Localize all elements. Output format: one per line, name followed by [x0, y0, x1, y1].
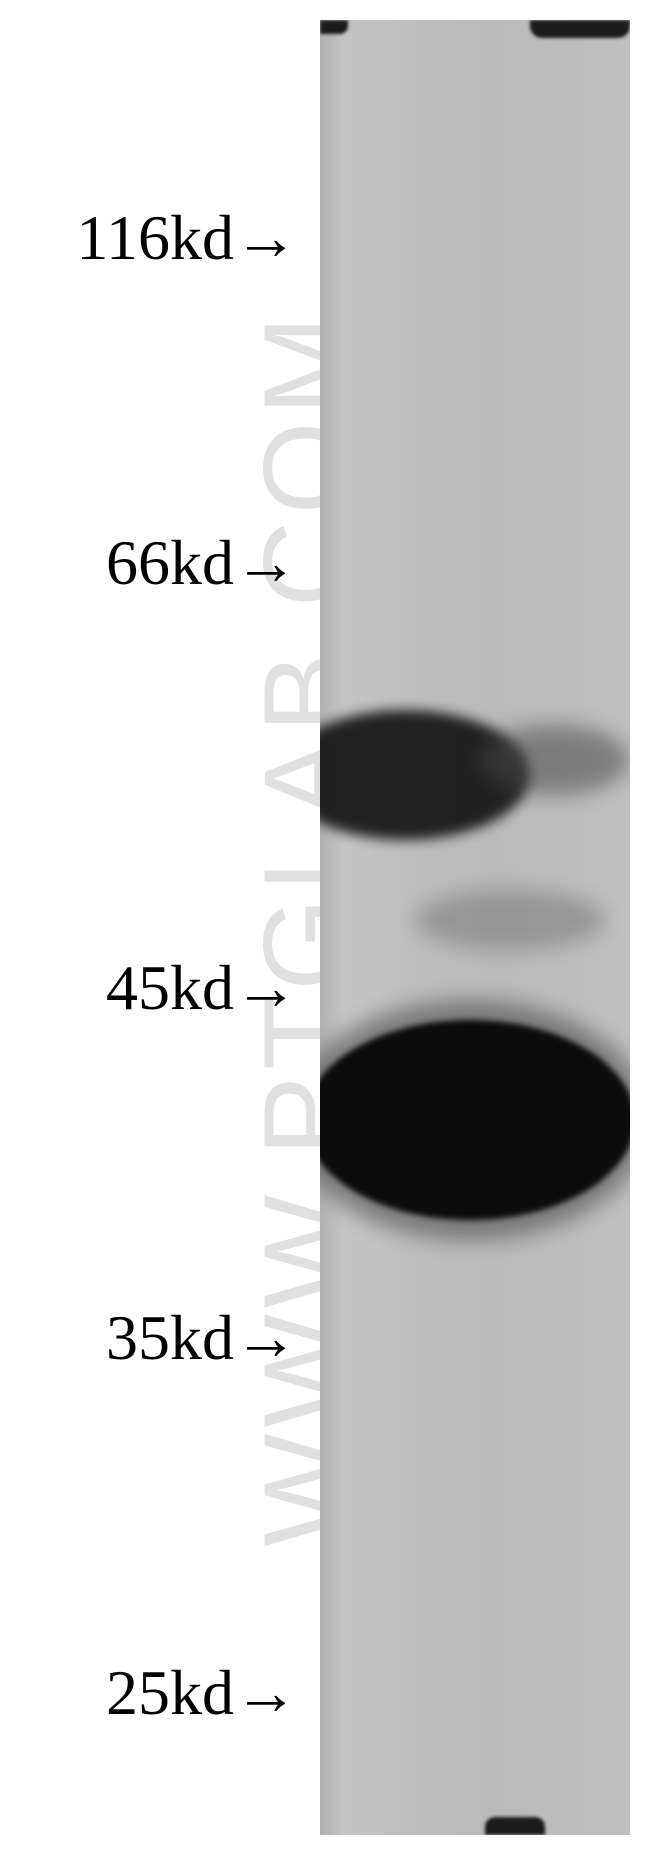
arrow-icon: → — [234, 1656, 298, 1728]
lane-inner — [320, 20, 630, 1835]
western-blot-figure: WWW.PTGLAB.COM 116kd→ 66kd→ 45kd→ 35kd→ … — [0, 0, 650, 1855]
blot-lane — [320, 20, 630, 1835]
band-faint-mid — [415, 890, 605, 950]
arrow-icon: → — [234, 526, 298, 598]
band-main — [320, 1020, 630, 1220]
mw-label: 45kd — [106, 952, 234, 1023]
mw-label: 25kd — [106, 1657, 234, 1728]
mw-marker-25kd: 25kd→ — [106, 1660, 298, 1725]
mw-marker-66kd: 66kd→ — [106, 530, 298, 595]
arrow-icon: → — [234, 951, 298, 1023]
mw-marker-45kd: 45kd→ — [106, 955, 298, 1020]
mw-label: 116kd — [76, 202, 234, 273]
band-upper-tail — [480, 725, 630, 795]
mw-label: 35kd — [106, 1302, 234, 1373]
arrow-icon: → — [234, 1301, 298, 1373]
mw-label: 66kd — [106, 527, 234, 598]
artifact-top-left — [320, 20, 348, 34]
artifact-top-right — [530, 20, 630, 38]
arrow-icon: → — [234, 201, 298, 273]
artifact-bottom — [485, 1817, 545, 1835]
mw-marker-35kd: 35kd→ — [106, 1305, 298, 1370]
mw-marker-116kd: 116kd→ — [76, 205, 298, 270]
